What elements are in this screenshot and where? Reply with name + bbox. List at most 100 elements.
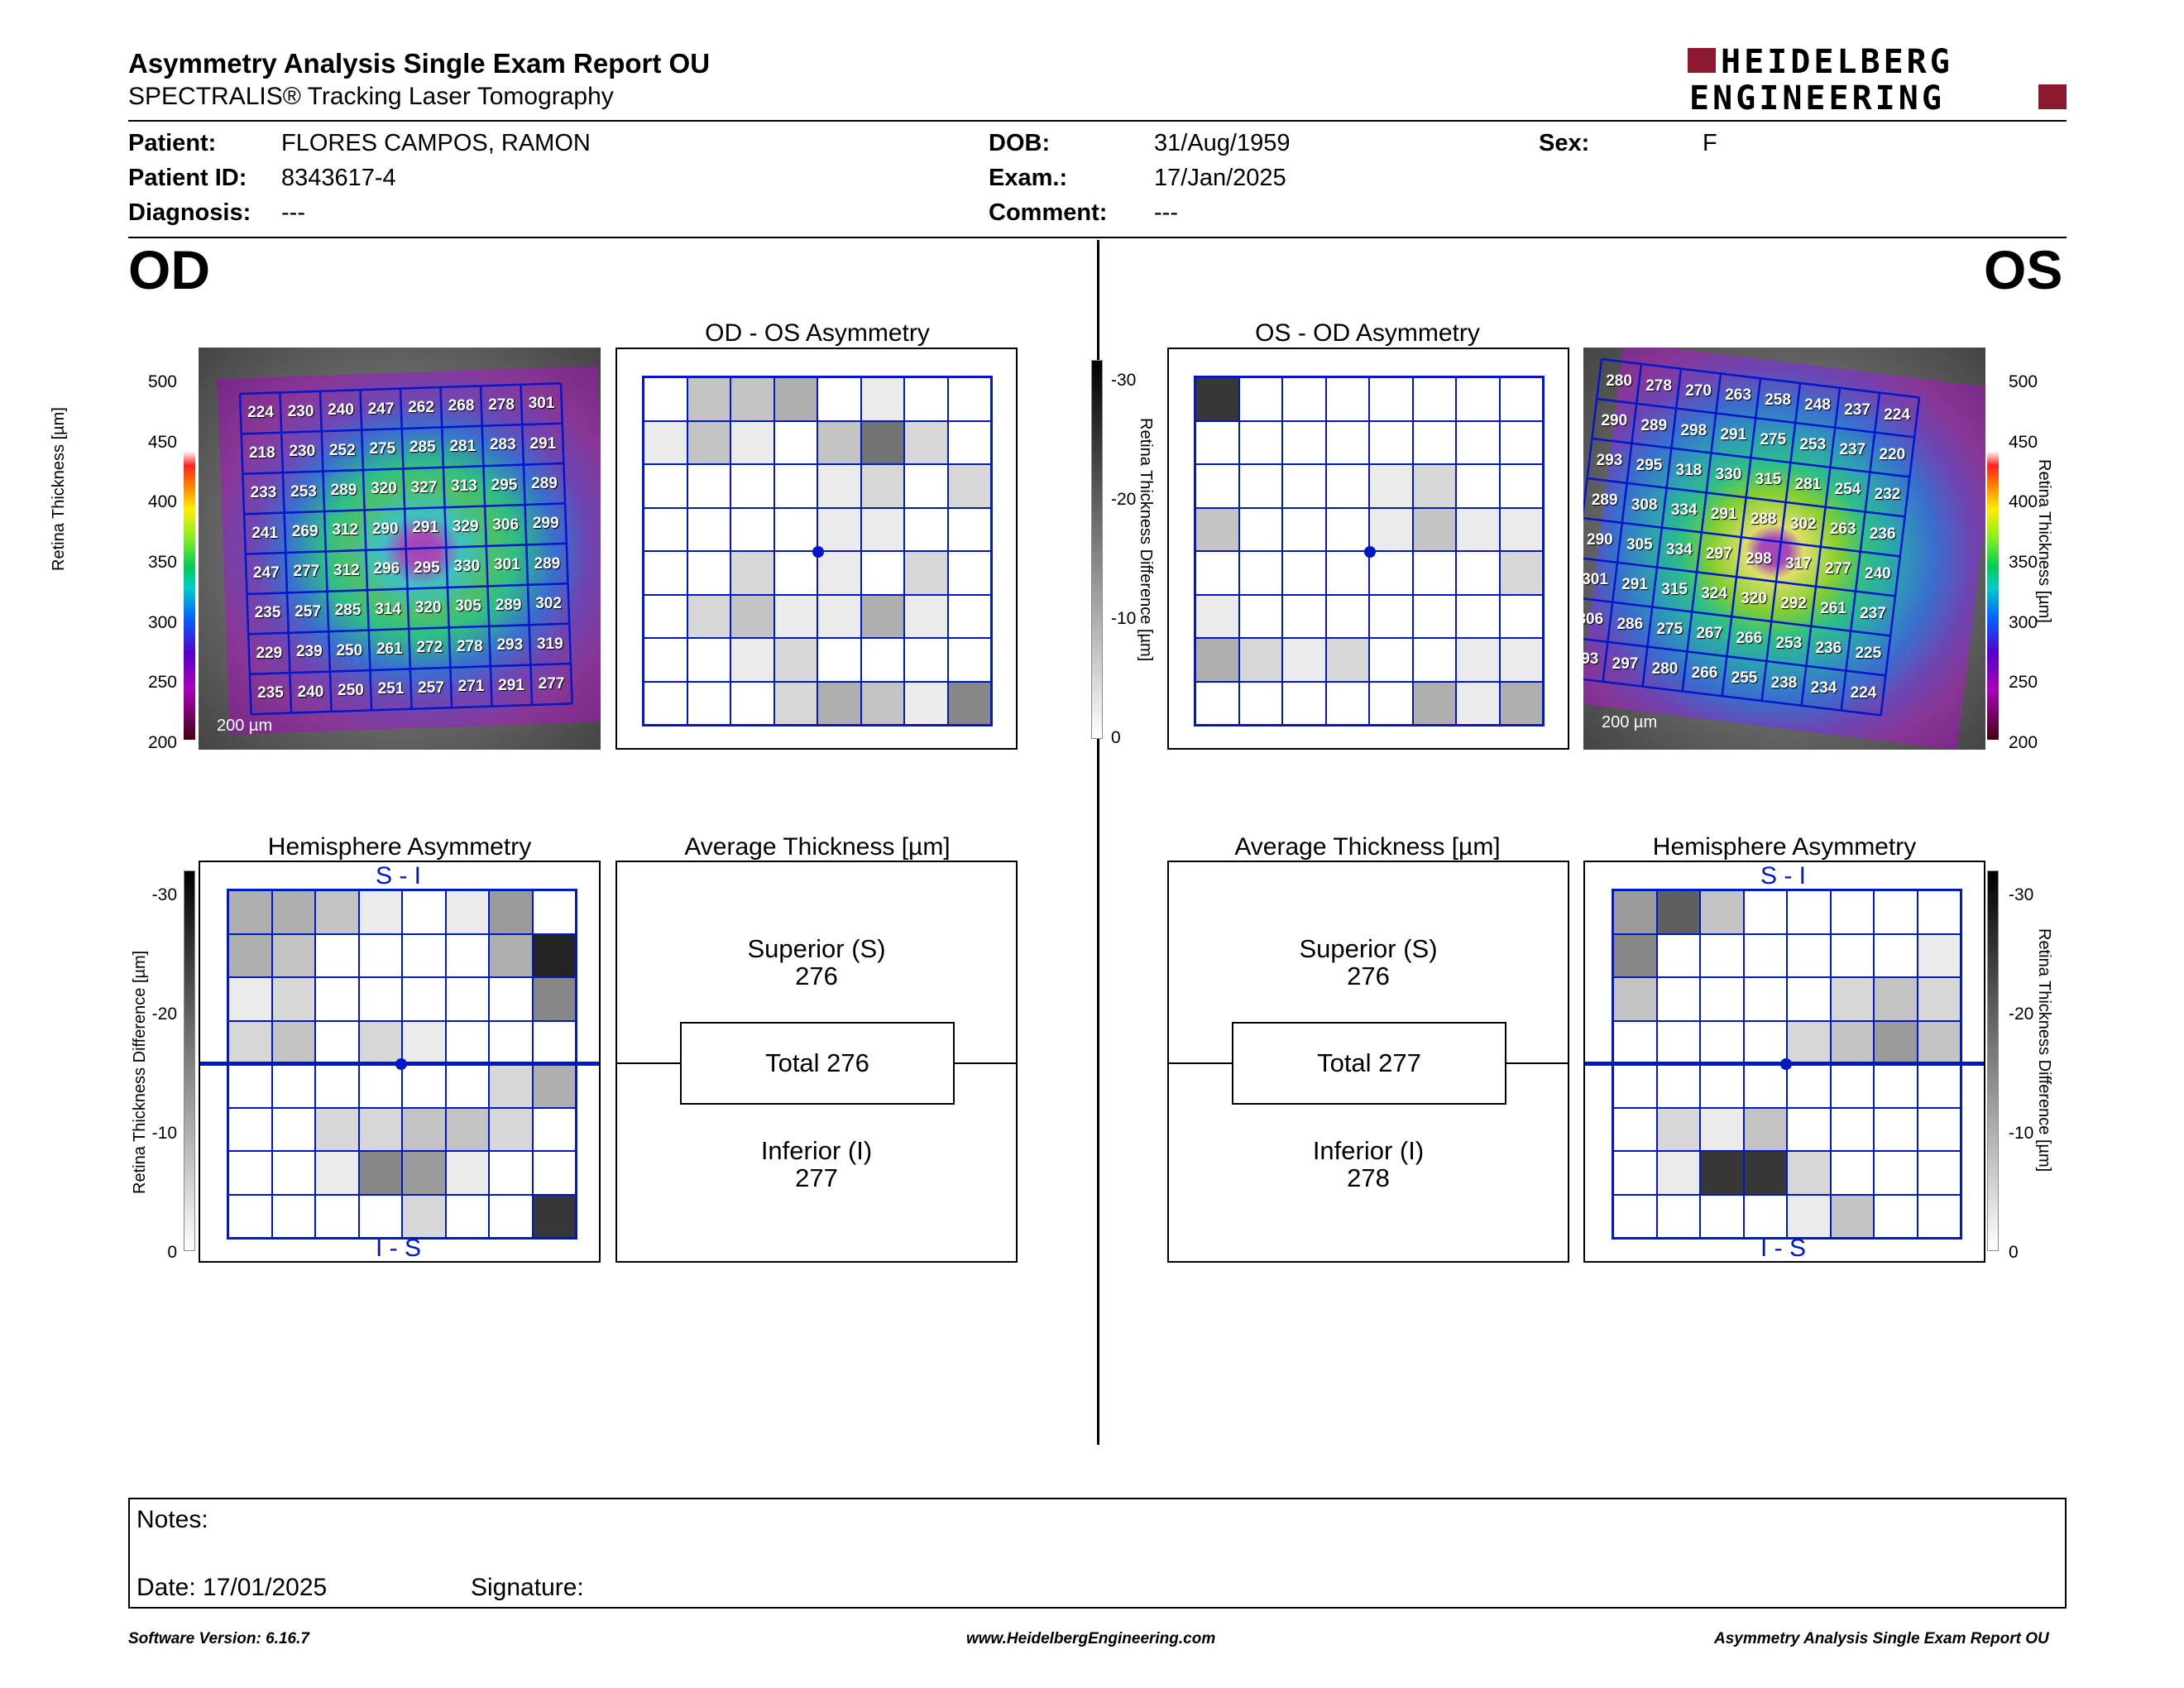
thickness-value: 229 <box>256 644 283 662</box>
grid-cell <box>730 594 774 638</box>
grid-cell <box>1917 1020 1961 1064</box>
thickness-value: 313 <box>451 477 477 496</box>
grid-cell <box>1613 1151 1657 1195</box>
od-hemi-fovea-dot <box>395 1058 407 1070</box>
grid-cell <box>1325 594 1369 638</box>
grid-cell <box>817 681 861 725</box>
dob-label: DOB: <box>989 130 1051 156</box>
grid-cell <box>1917 1107 1961 1151</box>
thickness-value: 290 <box>1587 530 1613 549</box>
thickness-value: 237 <box>1844 400 1870 419</box>
website-link[interactable]: www.HeidelbergEngineering.com <box>966 1630 1216 1647</box>
center-diff-colorbar <box>1091 360 1103 739</box>
grid-cell <box>1787 977 1831 1021</box>
thickness-value: 275 <box>1656 620 1684 638</box>
axis-tick-label: 450 <box>147 432 177 452</box>
thickness-value: 299 <box>532 515 559 533</box>
exam-value: 17/Jan/2025 <box>1154 165 1286 191</box>
thickness-value: 241 <box>251 524 279 542</box>
grid-cell <box>730 638 774 682</box>
os-total-box: Total 277 <box>1232 1022 1506 1105</box>
os-hemi-grid <box>1612 889 1962 1240</box>
thickness-value: 267 <box>1696 625 1723 643</box>
center-divider <box>1097 240 1099 1445</box>
axis-tick-label: 450 <box>2009 432 2038 452</box>
grid-cell <box>1700 1194 1744 1238</box>
grid-cell <box>1874 1151 1918 1195</box>
thickness-value: 318 <box>1675 461 1703 479</box>
grid-cell <box>774 681 817 725</box>
thickness-value: 247 <box>253 564 280 582</box>
grid-cell <box>1369 551 1413 595</box>
thickness-value: 253 <box>1799 435 1827 453</box>
thickness-value: 240 <box>297 683 324 701</box>
thickness-value: 317 <box>1785 554 1812 573</box>
grid-cell <box>1700 933 1744 977</box>
grid-cell <box>1369 594 1413 638</box>
grid-cell <box>358 1151 402 1195</box>
axis-tick-label: 400 <box>2009 492 2038 512</box>
thickness-value: 291 <box>529 434 557 453</box>
os-superior-label: Superior (S) <box>1299 934 1438 963</box>
thickness-value: 327 <box>410 478 438 496</box>
axis-tick-label: -10 <box>2009 1124 2034 1143</box>
grid-cell <box>445 1020 489 1064</box>
od-asym-panel <box>615 348 1018 750</box>
thickness-value: 302 <box>1789 515 1817 533</box>
grid-cell <box>1743 1194 1787 1238</box>
os-asym-grid <box>1194 376 1545 727</box>
thickness-value: 271 <box>457 678 485 696</box>
grid-cell <box>1238 464 1282 508</box>
grid-cell <box>1874 1064 1918 1108</box>
axis-tick-label: -20 <box>151 1005 177 1024</box>
grid-cell <box>644 638 687 682</box>
grid-cell <box>1325 681 1369 725</box>
grid-cell <box>358 1107 402 1151</box>
software-version: Software Version: 6.16.7 <box>128 1630 309 1647</box>
grid-cell <box>1412 594 1456 638</box>
grid-cell <box>271 1107 315 1151</box>
grid-cell <box>489 977 533 1021</box>
grid-cell <box>1412 507 1456 551</box>
thickness-value: 281 <box>449 437 477 455</box>
thickness-value: 306 <box>1583 610 1604 628</box>
grid-cell <box>1369 681 1413 725</box>
grid-cell <box>1499 551 1543 595</box>
thickness-value: 291 <box>412 519 439 537</box>
grid-cell <box>860 551 904 595</box>
thickness-value: 252 <box>328 441 356 459</box>
thickness-value: 225 <box>1855 644 1882 662</box>
grid-cell <box>1195 420 1239 464</box>
grid-cell <box>817 507 861 551</box>
thickness-value: 291 <box>498 676 524 694</box>
thickness-value: 330 <box>453 558 481 575</box>
grid-cell <box>1830 1064 1874 1108</box>
notes-box[interactable]: Notes: Date: 17/01/2025 Signature: <box>128 1498 2067 1609</box>
thickness-value: 295 <box>414 559 440 577</box>
thickness-value: 270 <box>1685 381 1712 400</box>
grid-cell <box>1743 1064 1787 1108</box>
grid-cell <box>1195 464 1239 508</box>
grid-cell <box>1874 933 1918 977</box>
thickness-value: 305 <box>1626 535 1653 554</box>
grid-cell <box>532 1194 576 1238</box>
grid-cell <box>1499 638 1543 682</box>
grid-cell <box>774 551 817 595</box>
grid-cell <box>1238 377 1282 421</box>
grid-cell <box>1613 890 1657 934</box>
thickness-value: 257 <box>418 679 444 697</box>
grid-cell <box>1456 377 1500 421</box>
thickness-value: 301 <box>528 395 555 413</box>
grid-cell <box>315 1151 359 1195</box>
axis-tick-label: 200 <box>147 733 177 752</box>
axis-tick-label: 0 <box>167 1243 177 1262</box>
thickness-value: 289 <box>1640 416 1668 434</box>
thickness-value: 314 <box>375 600 401 618</box>
grid-cell <box>1874 890 1918 934</box>
grid-cell <box>489 1107 533 1151</box>
grid-cell <box>1830 977 1874 1021</box>
grid-cell <box>1743 1020 1787 1064</box>
thickness-value: 233 <box>250 484 277 502</box>
od-diff-axis-label: Retina Thickness Difference [µm] <box>131 950 149 1194</box>
thickness-value: 230 <box>287 402 314 420</box>
